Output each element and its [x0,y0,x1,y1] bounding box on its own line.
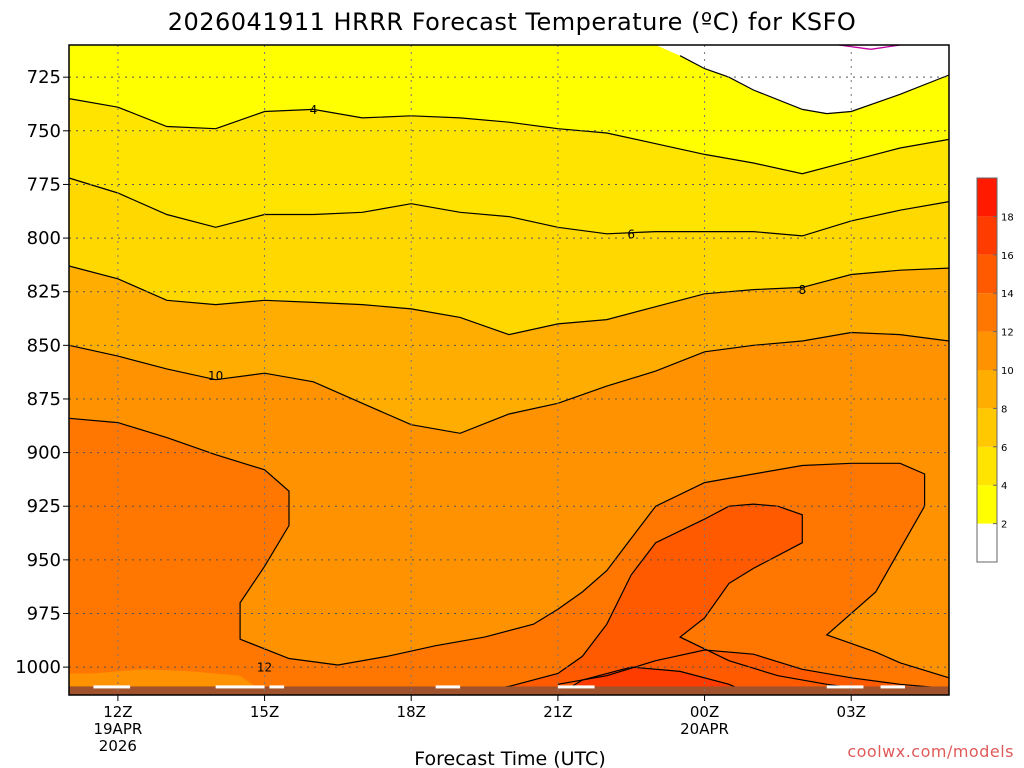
colorbar-swatch [977,485,997,524]
terrain-edge-1 [215,685,265,689]
y-tick-label: 825 [27,282,61,303]
terrain-edge-5 [826,685,864,689]
y-axis: 725 750 775 800 825 850 875 900 925 950 975 1000 [15,67,69,678]
x-tick-label: 15Z [250,703,279,721]
colorbar-swatch [977,254,997,294]
plot-area [68,44,950,696]
contour-label: 4 [310,103,318,117]
x-tick-label: 12Z [103,703,132,721]
colorbar-label: 16 [1001,251,1014,262]
colorbar-swatch [977,293,997,332]
y-tick-label: 950 [27,550,61,571]
contour-line-12-1 [68,417,950,679]
colorbar-label: 18 [1001,212,1014,223]
y-tick-label: 725 [27,67,61,88]
contour-label: 8 [799,283,807,297]
y-tick-label: 800 [27,228,61,249]
contour-8 [68,265,950,336]
contour-4 [68,98,950,175]
y-tick-label: 925 [27,496,61,517]
y-tick-label: 975 [27,603,61,624]
y-tick-label: 850 [27,335,61,356]
colorbar-swatch [977,446,997,486]
credit-text: coolwx.com/models [847,742,1014,761]
x-axis-label: Forecast Time (UTC) [414,748,605,768]
terrain-edge-4 [557,685,595,689]
colorbar-swatch [977,523,997,562]
colorbar: 2 4 6 8 10 12 14 16 18 [976,177,1014,563]
y-tick-label: 775 [27,174,61,195]
colorbar-swatch [977,408,997,447]
colorbar-label: 4 [1001,481,1007,492]
chart-title: 2026041911 HRRR Forecast Temperature (ºC… [168,8,857,36]
y-tick-label: 750 [27,121,61,142]
colorbar-label: 12 [1001,328,1014,339]
contour-label: 10 [208,369,223,383]
x-tick-label: 20APR [680,720,729,738]
terrain-edge-2 [269,685,285,689]
terrain-edge-6 [880,685,905,689]
colorbar-label: 10 [1001,366,1014,377]
colorbar-swatch [977,370,997,409]
colorbar-label: 8 [1001,404,1007,415]
x-tick-label: 00Z [690,703,719,721]
plot-frame [68,44,950,696]
y-tick-label: 875 [27,389,61,410]
colorbar-label: 2 [1001,520,1007,531]
contour-labels: 4 6 8 10 12 [208,103,807,675]
x-tick-label: 18Z [397,703,426,721]
colorbar-label: 6 [1001,443,1007,454]
contour-10 [68,331,950,434]
x-tick-label: 21Z [543,703,572,721]
y-tick-label: 1000 [15,657,61,678]
x-tick-label: 03Z [837,703,866,721]
region-14-3 [460,504,901,695]
x-tick-label: 2026 [99,737,137,755]
contour-line-14-3 [459,503,901,696]
colorbar-label: 14 [1001,289,1014,300]
region-1-0 [655,45,949,114]
x-tick-label: 19APR [93,720,142,738]
y-tick-label: 900 [27,443,61,464]
terrain-edge-3 [435,685,461,689]
colorbar-swatch [977,178,997,217]
contour-line-16-4 [557,666,754,696]
terrain [69,686,949,695]
contour-5 [68,177,950,237]
colorbar-swatch [977,216,997,255]
contour-label: 6 [627,227,635,241]
contour-label: 12 [257,661,272,675]
region-12-1 [69,418,949,695]
terrain-edge-0 [93,685,131,689]
colorbar-swatch [977,331,997,370]
contour-line-1-0 [679,55,950,115]
